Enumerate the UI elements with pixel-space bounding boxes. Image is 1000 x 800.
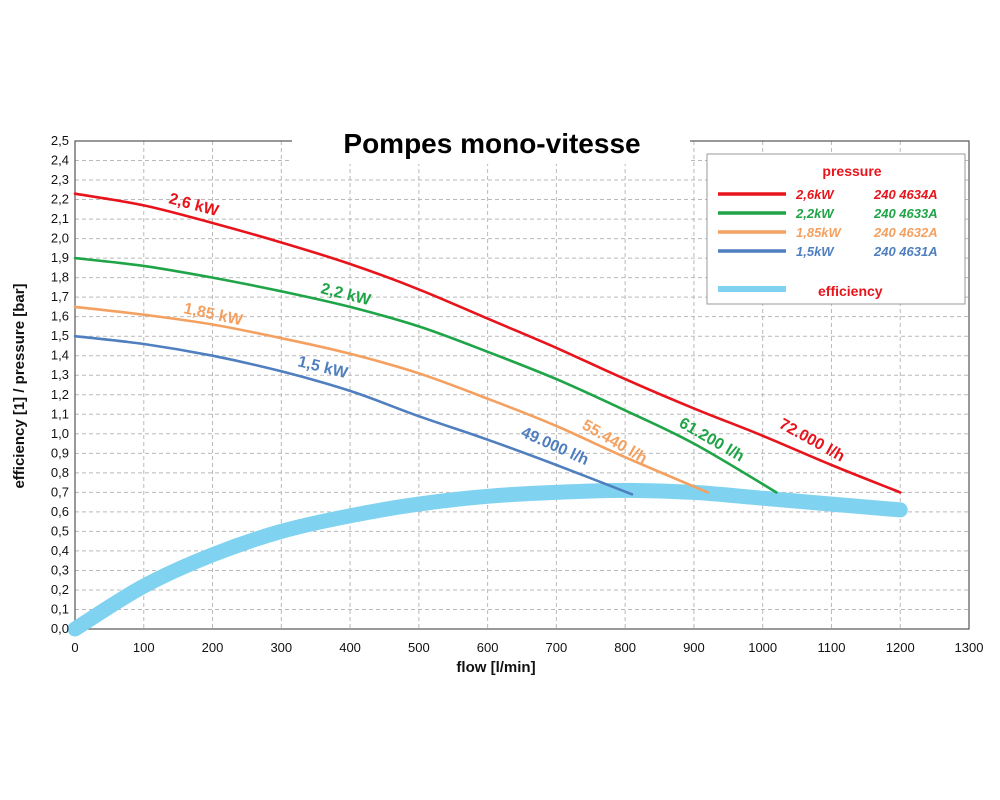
legend-power-p26: 2,6kW bbox=[795, 187, 835, 202]
legend-label-efficiency: efficiency bbox=[818, 283, 883, 299]
y-tick-label: 1,0 bbox=[51, 426, 69, 441]
y-tick-label: 1,4 bbox=[51, 348, 69, 363]
legend-power-p15: 1,5kW bbox=[796, 244, 835, 259]
y-tick-label: 0,9 bbox=[51, 445, 69, 460]
legend-code-p26: 240 4634A bbox=[873, 187, 938, 202]
y-tick-label: 0,8 bbox=[51, 465, 69, 480]
legend-heading: pressure bbox=[822, 163, 881, 179]
legend: pressure 2,6kW 240 4634A 2,2kW 240 4633A 1,8… bbox=[706, 153, 966, 305]
series-layer bbox=[73, 192, 902, 496]
axis-ticks: 0,0 0,1 0,2 0,3 0,4 0,5 0,6 0,7 0,8 0,9 1,0 1,1 1,2 1… bbox=[51, 133, 984, 655]
x-tick-label: 1000 bbox=[748, 640, 777, 655]
y-tick-label: 0,5 bbox=[51, 523, 69, 538]
x-tick-label: 900 bbox=[683, 640, 705, 655]
y-tick-label: 1,1 bbox=[51, 406, 69, 421]
y-axis-label: efficiency [1] / pressure [bar] bbox=[11, 283, 28, 488]
y-tick-label: 0,7 bbox=[51, 484, 69, 499]
x-tick-label: 1200 bbox=[886, 640, 915, 655]
legend-code-p22: 240 4633A bbox=[873, 206, 938, 221]
x-tick-label: 300 bbox=[270, 640, 292, 655]
y-tick-label: 2,5 bbox=[51, 133, 69, 148]
y-tick-label: 2,1 bbox=[51, 211, 69, 226]
y-tick-label: 0,3 bbox=[51, 562, 69, 577]
title-backdrop bbox=[292, 124, 690, 164]
y-tick-label: 2,3 bbox=[51, 172, 69, 187]
y-tick-label: 0,6 bbox=[51, 504, 69, 519]
series-line-p15 bbox=[73, 334, 634, 496]
y-tick-label: 1,9 bbox=[51, 250, 69, 265]
x-axis-label: flow [l/min] bbox=[456, 659, 535, 676]
y-tick-label: 2,4 bbox=[51, 153, 69, 168]
y-tick-label: 1,6 bbox=[51, 309, 69, 324]
legend-power-p22: 2,2kW bbox=[795, 206, 835, 221]
x-tick-label: 100 bbox=[133, 640, 155, 655]
y-tick-label: 0,0 bbox=[51, 621, 69, 636]
x-tick-label: 400 bbox=[339, 640, 361, 655]
legend-power-p185: 1,85kW bbox=[796, 225, 843, 240]
legend-code-p185: 240 4632A bbox=[873, 225, 938, 240]
x-tick-label: 0 bbox=[71, 640, 78, 655]
x-tick-label: 800 bbox=[614, 640, 636, 655]
x-tick-label: 700 bbox=[546, 640, 568, 655]
series-line-p185 bbox=[73, 305, 709, 494]
y-tick-label: 2,2 bbox=[51, 192, 69, 207]
legend-code-p15: 240 4631A bbox=[873, 244, 938, 259]
efficiency-layer bbox=[67, 482, 908, 637]
x-tick-label: 600 bbox=[477, 640, 499, 655]
series-line-p26 bbox=[73, 192, 902, 494]
legend-rows: 2,6kW 240 4634A 2,2kW 240 4633A 1,85kW 240 46… bbox=[718, 187, 938, 259]
chart-title: Pompes mono-vitesse bbox=[343, 128, 640, 159]
x-tick-label: 200 bbox=[202, 640, 224, 655]
y-tick-label: 1,5 bbox=[51, 328, 69, 343]
series-line-p22 bbox=[73, 256, 778, 494]
y-tick-label: 1,8 bbox=[51, 270, 69, 285]
x-tick-label: 500 bbox=[408, 640, 430, 655]
y-tick-label: 2,0 bbox=[51, 231, 69, 246]
y-tick-label: 1,3 bbox=[51, 367, 69, 382]
x-tick-label: 1100 bbox=[817, 640, 845, 655]
legend-box bbox=[706, 153, 966, 305]
efficiency-line bbox=[67, 482, 908, 637]
y-tick-label: 1,2 bbox=[51, 387, 69, 402]
y-tick-label: 0,1 bbox=[51, 601, 69, 616]
x-tick-label: 1300 bbox=[955, 640, 984, 655]
y-tick-label: 1,7 bbox=[51, 289, 69, 304]
y-tick-label: 0,4 bbox=[51, 543, 69, 558]
y-tick-label: 0,2 bbox=[51, 582, 69, 597]
